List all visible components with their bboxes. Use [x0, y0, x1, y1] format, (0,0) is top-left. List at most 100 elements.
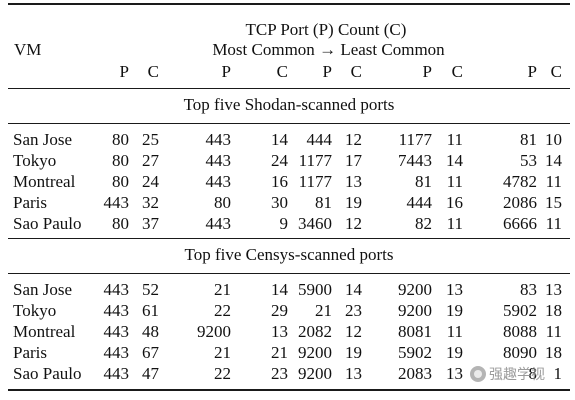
port-cell: 444 [306, 130, 333, 149]
p-header-3: P [322, 62, 332, 81]
vm-name: Sao Paulo [13, 364, 82, 383]
watermark: 强趣学视 [470, 364, 570, 386]
port-cell: 80 [214, 193, 231, 212]
count-cell: 9 [279, 214, 289, 233]
count-cell: 12 [345, 322, 362, 341]
count-cell: 15 [545, 193, 562, 212]
port-cell: 3460 [298, 214, 332, 233]
count-cell: 24 [271, 151, 288, 170]
c-header-1: C [147, 62, 159, 81]
count-cell: 11 [545, 172, 562, 191]
port-cell: 81 [520, 130, 537, 149]
table-title: TCP Port (P) Count (C) [245, 20, 407, 39]
count-cell: 37 [142, 214, 159, 233]
count-cell: 11 [446, 172, 463, 191]
port-cell: 8081 [398, 322, 432, 341]
port-cell: 443 [103, 280, 130, 299]
count-cell: 16 [446, 193, 463, 212]
count-cell: 13 [345, 364, 362, 383]
top-rule [8, 3, 570, 5]
section-title-shodan: Top five Shodan-scanned ports [183, 95, 395, 114]
count-cell: 18 [545, 343, 562, 362]
arrow-icon: → [319, 40, 337, 59]
port-cell: 443 [205, 172, 232, 191]
port-cell: 443 [205, 151, 232, 170]
port-cell: 9200 [398, 280, 432, 299]
port-cell: 9200 [398, 301, 432, 320]
count-cell: 61 [142, 301, 159, 320]
count-cell: 25 [142, 130, 159, 149]
port-cell: 81 [415, 172, 432, 191]
count-cell: 13 [345, 172, 362, 191]
count-cell: 23 [345, 301, 362, 320]
port-cell: 1177 [298, 151, 332, 170]
p-header-1: P [119, 62, 129, 81]
port-cell: 80 [112, 151, 129, 170]
count-cell: 11 [545, 322, 562, 341]
c-header-2: C [276, 62, 288, 81]
watermark-text: 强趣学视 [489, 367, 545, 383]
section-rule-1 [8, 123, 570, 124]
port-cell: 1177 [298, 172, 332, 191]
count-cell: 24 [142, 172, 159, 191]
vm-name: Montreal [13, 322, 76, 341]
count-cell: 12 [345, 214, 362, 233]
port-cell: 443 [205, 214, 232, 233]
bottom-rule [8, 389, 570, 391]
port-cell: 2083 [398, 364, 432, 383]
p-header-4: P [422, 62, 432, 81]
port-cell: 9200 [298, 364, 332, 383]
port-cell: 21 [315, 301, 332, 320]
count-cell: 14 [271, 130, 288, 149]
port-cell: 21 [214, 343, 231, 362]
port-cell: 2082 [298, 322, 332, 341]
count-cell: 13 [271, 322, 288, 341]
count-cell: 14 [271, 280, 288, 299]
port-cell: 83 [520, 280, 537, 299]
port-cell: 4782 [503, 172, 537, 191]
c-header-3: C [350, 62, 362, 81]
count-cell: 23 [271, 364, 288, 383]
port-cell: 8088 [503, 322, 537, 341]
port-cell: 443 [103, 343, 130, 362]
port-cell: 82 [415, 214, 432, 233]
port-cell: 443 [103, 364, 130, 383]
count-cell: 13 [446, 364, 463, 383]
count-cell: 11 [446, 214, 463, 233]
p-header-2: P [221, 62, 231, 81]
port-cell: 81 [315, 193, 332, 212]
count-cell: 52 [142, 280, 159, 299]
c-header-5: C [550, 62, 562, 81]
port-cell: 443 [103, 193, 130, 212]
count-cell: 14 [345, 280, 362, 299]
order-to: Least Common [340, 40, 445, 59]
port-cell: 21 [214, 280, 231, 299]
count-cell: 16 [271, 172, 288, 191]
count-cell: 32 [142, 193, 159, 212]
port-cell: 80 [112, 214, 129, 233]
order-caption: Most Common → Least Common [196, 40, 461, 60]
count-cell: 19 [446, 343, 463, 362]
port-cell: 7443 [398, 151, 432, 170]
section-rule-2 [8, 273, 570, 274]
header-rule [8, 88, 570, 89]
count-cell: 17 [345, 151, 362, 170]
port-cell: 5900 [298, 280, 332, 299]
count-cell: 21 [271, 343, 288, 362]
port-cell: 8 [528, 364, 538, 383]
port-cell: 9200 [197, 322, 231, 341]
count-cell: 19 [446, 301, 463, 320]
count-cell: 67 [142, 343, 159, 362]
section-divider-rule [8, 238, 570, 239]
vm-column-header: VM [14, 40, 42, 59]
port-cell: 22 [214, 364, 231, 383]
count-cell: 47 [142, 364, 159, 383]
count-cell: 29 [271, 301, 288, 320]
vm-name: Paris [13, 343, 47, 362]
port-cell: 443 [103, 322, 130, 341]
watermark-logo-icon [470, 366, 486, 382]
port-cell: 5902 [503, 301, 537, 320]
vm-name: San Jose [13, 280, 73, 299]
port-cell: 443 [103, 301, 130, 320]
count-cell: 12 [345, 130, 362, 149]
